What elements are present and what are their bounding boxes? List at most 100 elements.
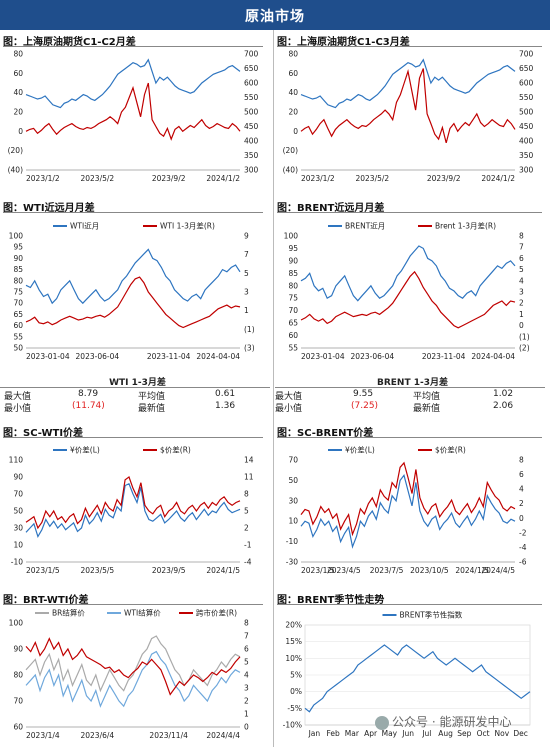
series-line	[300, 473, 516, 549]
table-rule	[0, 387, 270, 388]
y-tick-label-right: 400	[244, 137, 259, 146]
chart-sc-c1-c3: 80 60 40 20 0 (20) (40) 700 650 600 550 500 450 400 35…	[283, 50, 534, 184]
y-tick-label-right: 450	[519, 122, 534, 131]
stat-label: 最新值	[138, 404, 166, 414]
table-title-brent: BRENT 1-3月差	[376, 378, 448, 388]
legend-label: ¥价差(L)	[70, 445, 100, 455]
y-tick-label-right: 650	[244, 64, 259, 73]
y-tick-label-right: 5	[244, 658, 249, 667]
y-tick-label-left: 70	[288, 456, 298, 465]
y-tick-label-left: (20)	[8, 146, 23, 155]
page-banner: 原油市场	[0, 0, 550, 30]
y-tick-label-left: 90	[13, 473, 23, 482]
y-tick-label-right: 600	[244, 79, 259, 88]
chart-sc-c1-c2: 80 60 40 20 0 (20) (40) 700 650 600 550 500 450 400 35…	[8, 50, 259, 184]
y-tick-label-right: 3	[244, 288, 249, 297]
y-tick-label-right: (3)	[244, 344, 255, 353]
y-tick-label-right: -4	[244, 558, 252, 567]
y-tick-label-left: 75	[288, 294, 298, 303]
stat-label: 平均值	[138, 392, 166, 402]
y-tick-label-right: 6	[519, 254, 524, 263]
series-line	[25, 248, 241, 305]
legend-label: Brent 1-3月差(R)	[435, 221, 496, 231]
title-underline	[3, 212, 263, 213]
y-tick-label-left: 65	[288, 319, 298, 328]
y-tick-label-left: 80	[288, 50, 298, 59]
y-tick-label-left: 60	[13, 723, 23, 732]
x-tick-label: 2023-01-04	[26, 352, 70, 361]
series-line	[300, 58, 516, 109]
y-tick-label-right: 7	[244, 250, 249, 259]
y-tick-label-right: 4	[244, 671, 249, 680]
x-tick-label: 2023/5/2	[80, 174, 114, 183]
y-tick-label-left: 70	[13, 697, 23, 706]
y-tick-label-right: 350	[519, 151, 534, 160]
legend-label: WTI结算价	[124, 608, 161, 618]
y-tick-label-right: 0	[244, 723, 249, 732]
x-tick-label: 2023-01-04	[301, 352, 345, 361]
y-tick-label-left: 10	[13, 541, 23, 550]
y-tick-label-left: 40	[13, 88, 23, 97]
y-tick-label-left: 80	[13, 50, 23, 59]
stat-value: 8.79	[78, 389, 99, 399]
x-tick-label: 2023-06-04	[351, 352, 395, 361]
y-tick-label-right: 700	[244, 50, 259, 59]
x-tick-label: 2024/1/2	[481, 174, 515, 183]
title-underline	[3, 437, 263, 438]
series-line	[25, 650, 241, 708]
y-tick-label-right: (1)	[244, 325, 255, 334]
stat-value: 0.61	[215, 389, 236, 399]
x-tick-label: Oct	[477, 729, 490, 738]
x-tick-label: 2024/4/5	[481, 566, 515, 575]
chart-brent-spread: 100959085807570656055876543210(1)(2)2023…	[284, 221, 530, 362]
y-tick-label-left: 0	[293, 127, 298, 136]
y-tick-label-left: 85	[288, 269, 298, 278]
y-tick-label-right: 3	[519, 288, 524, 297]
x-tick-label: 2023/10/5	[410, 566, 449, 575]
y-tick-label-right: 2	[244, 697, 249, 706]
y-tick-label-left: (40)	[283, 166, 298, 175]
y-tick-label-left: 10%	[285, 654, 302, 663]
y-tick-label-left: 60	[288, 69, 298, 78]
y-tick-label-right: 2	[519, 499, 524, 508]
y-tick-label-left: 20%	[285, 621, 302, 630]
y-tick-label-right: 400	[519, 137, 534, 146]
y-tick-label-right: 550	[519, 93, 534, 102]
x-tick-label: 2023/9/5	[152, 566, 186, 575]
legend-label: $价差(R)	[160, 445, 191, 455]
x-tick-label: Jan	[308, 729, 321, 738]
x-tick-label: 2024-04-04	[471, 352, 515, 361]
y-tick-label-right: 600	[519, 79, 534, 88]
y-tick-label-right: 650	[519, 64, 534, 73]
y-tick-label-right: 4	[519, 485, 524, 494]
x-tick-label: Sep	[457, 729, 471, 738]
y-tick-label-left: 30	[13, 524, 23, 533]
y-tick-label-right: -4	[519, 543, 527, 552]
stat-value: (11.74)	[72, 401, 105, 411]
y-tick-label-right: 5	[244, 269, 249, 278]
y-tick-label-right: 5	[244, 507, 249, 516]
title-underline	[277, 212, 542, 213]
x-tick-label: Nov	[495, 729, 510, 738]
y-tick-label-left: 50	[13, 344, 23, 353]
x-tick-label: 2023/1/2	[301, 174, 335, 183]
y-tick-label-left: 60	[13, 321, 23, 330]
y-tick-label-left: 20	[288, 108, 298, 117]
x-tick-label: 2023/1/4	[26, 731, 60, 740]
y-tick-label-left: 30	[288, 496, 298, 505]
y-tick-label-left: 70	[13, 490, 23, 499]
stat-label: 最小值	[275, 404, 303, 414]
title-underline	[277, 46, 542, 47]
series-line	[25, 637, 241, 696]
y-tick-label-left: 110	[9, 456, 24, 465]
y-tick-label-left: 90	[288, 256, 298, 265]
stat-label: 最新值	[413, 404, 441, 414]
table-title-wti: WTI 1-3月差	[109, 378, 166, 388]
y-tick-label-left: 100	[9, 619, 24, 628]
chart-title-c5: 图：SC-WTI价差	[3, 428, 84, 439]
y-tick-label-right: 14	[244, 456, 254, 465]
y-tick-label-right: -1	[244, 541, 252, 550]
y-tick-label-right: 2	[519, 299, 524, 308]
y-tick-label-right: 9	[244, 232, 249, 241]
y-tick-label-left: 60	[288, 331, 298, 340]
